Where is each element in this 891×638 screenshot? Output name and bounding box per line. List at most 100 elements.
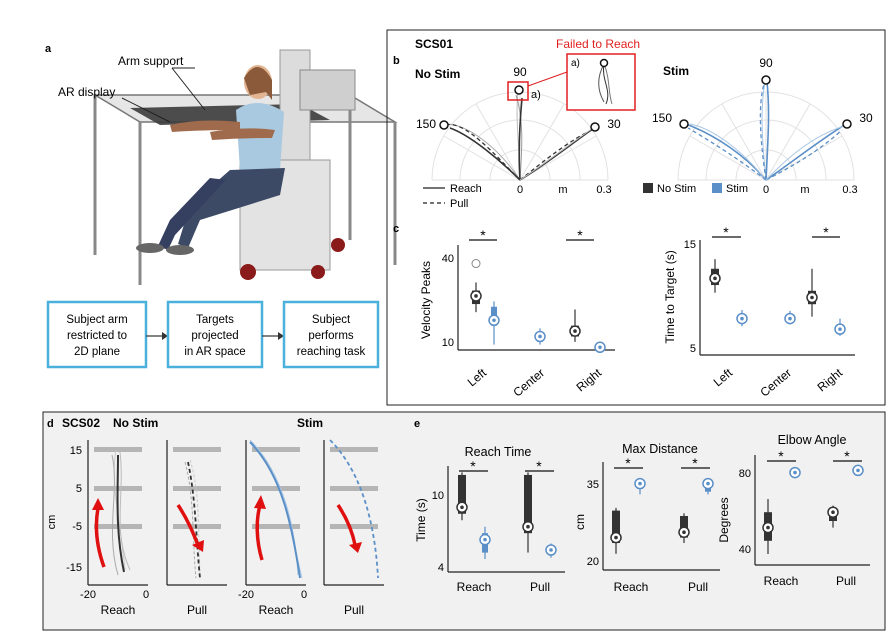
time-xtick-right: Right bbox=[815, 365, 846, 394]
subject-scs01: SCS01 bbox=[415, 37, 453, 51]
median-dot-e-max-distance-stim-1 bbox=[706, 481, 710, 486]
panel-label-d: d bbox=[47, 418, 54, 430]
elbow-angle-sig-reach-star: * bbox=[778, 448, 784, 464]
failed-reach-traces bbox=[598, 58, 613, 105]
flow-box-1-line-1: Subject arm bbox=[66, 314, 127, 326]
time-sig-right-star: * bbox=[823, 224, 829, 240]
time-ytick-5: 5 bbox=[690, 343, 696, 355]
median-dot-e-elbow-angle-nostim-1 bbox=[831, 510, 835, 514]
failed-to-reach-label: Failed to Reach bbox=[556, 37, 640, 51]
max-distance-ytick-35: 35 bbox=[587, 479, 599, 491]
elbow-angle-title: Elbow Angle bbox=[778, 433, 847, 447]
legend-nostim-swatch bbox=[643, 183, 653, 193]
angle-30-nostim: 30 bbox=[607, 117, 621, 131]
velocity-xtick-center: Center bbox=[510, 366, 547, 400]
velocity-ylabel: Velocity Peaks bbox=[419, 261, 433, 339]
flow-box-1-line-3: 2D plane bbox=[74, 346, 120, 358]
flow-box-2 bbox=[166, 300, 264, 369]
reach-time-box-plot bbox=[456, 472, 557, 560]
legend-pull-label: Pull bbox=[450, 198, 468, 210]
outlier-c-velocity-nostim-0 bbox=[471, 259, 481, 269]
velocity-ytick-40: 40 bbox=[442, 253, 454, 265]
max-distance-xtick-reach: Reach bbox=[614, 580, 649, 594]
pull-direction-arrow-stim bbox=[336, 504, 357, 546]
arm-support-callout: Arm support bbox=[118, 54, 184, 68]
trajectory-1-xtick-right: 0 bbox=[143, 589, 149, 601]
legend-nostim-label: No Stim bbox=[657, 183, 696, 195]
reach-time-ytick-4: 4 bbox=[438, 562, 444, 574]
median-dot-e-reach-time-nostim-0 bbox=[460, 505, 464, 510]
flow-box-2-line-1: Targets bbox=[196, 314, 234, 326]
reach-time-sig-pull-star: * bbox=[536, 458, 542, 474]
arm-support-leader bbox=[171, 67, 206, 111]
velocity-ytick-10: 10 bbox=[442, 337, 454, 349]
reach-time-ytick-10: 10 bbox=[432, 490, 444, 502]
max-distance-sig-pull-star: * bbox=[692, 455, 698, 471]
radial-unit-nostim: m bbox=[558, 184, 567, 196]
median-dot-c-velocity-stim-0 bbox=[492, 318, 496, 323]
median-dot-e-elbow-angle-stim-0 bbox=[793, 470, 797, 475]
median-dot-c-velocity-stim-2 bbox=[598, 345, 602, 350]
polar-plot-nostim: a) bbox=[431, 81, 609, 181]
trajectory-3-xtick-left: -20 bbox=[238, 589, 254, 601]
flow-box-3 bbox=[282, 300, 380, 369]
velocity-sig-right-star: * bbox=[577, 227, 583, 243]
legend-stim-label: Stim bbox=[726, 183, 748, 195]
median-dot-e-max-distance-stim-0 bbox=[638, 481, 642, 486]
legend-stim-swatch bbox=[712, 183, 722, 193]
trajectory-ytick-minus15: -15 bbox=[66, 562, 82, 574]
angle-90-nostim: 90 bbox=[513, 65, 527, 79]
polar-title-nostim: No Stim bbox=[415, 67, 460, 81]
ar-display-leader bbox=[121, 97, 171, 123]
trajectory-2-xlabel: Pull bbox=[187, 603, 207, 617]
median-dot-e-elbow-angle-stim-1 bbox=[856, 468, 860, 473]
max-distance-ytick-20: 20 bbox=[587, 556, 599, 568]
target-90-nostim bbox=[514, 85, 524, 95]
elbow-angle-sig-pull-star: * bbox=[844, 448, 850, 464]
trajectory-3-xlabel: Reach bbox=[259, 603, 294, 617]
angle-150-stim: 150 bbox=[652, 111, 672, 125]
max-distance-ylabel: cm bbox=[573, 514, 587, 530]
trajectory-1-xlabel: Reach bbox=[101, 603, 136, 617]
time-ytick-15: 15 bbox=[684, 239, 696, 251]
panel-label-e: e bbox=[414, 418, 420, 430]
time-xtick-center: Center bbox=[757, 366, 794, 400]
time-sig-left-star: * bbox=[723, 224, 729, 240]
inset-label: a) bbox=[571, 58, 580, 69]
elbow-angle-xtick-pull: Pull bbox=[836, 574, 856, 588]
reach-direction-arrow-nostim bbox=[94, 507, 106, 568]
velocity-xtick-left: Left bbox=[465, 365, 490, 389]
panel-bc-frame bbox=[386, 29, 886, 406]
flow-box-3-line-3: reaching task bbox=[297, 346, 366, 358]
polar-plot-stim bbox=[677, 75, 855, 181]
panel-label-c: c bbox=[393, 223, 399, 235]
trajectory-title-nostim: No Stim bbox=[113, 416, 158, 430]
panel-label-a: a bbox=[45, 43, 52, 55]
trajectory-3-xtick-right: 0 bbox=[301, 589, 307, 601]
reach-time-title: Reach Time bbox=[465, 445, 532, 459]
reach-time-sig-reach-star: * bbox=[470, 458, 476, 474]
elbow-angle-ytick-40: 40 bbox=[739, 544, 751, 556]
reach-direction-arrow-stim bbox=[255, 504, 264, 561]
median-dot-c-velocity-nostim-0 bbox=[474, 294, 478, 298]
failed-reach-marker bbox=[507, 81, 529, 101]
reach-time-xtick-pull: Pull bbox=[530, 580, 550, 594]
elbow-angle-ytick-80: 80 bbox=[739, 468, 751, 480]
median-dot-c-velocity-nostim-2 bbox=[573, 329, 577, 333]
median-dot-e-reach-time-stim-1 bbox=[549, 548, 553, 552]
reach-time-ylabel: Time (s) bbox=[414, 498, 428, 542]
max-distance-sig-reach-star: * bbox=[625, 455, 631, 471]
median-dot-c-time-stim-0 bbox=[740, 316, 744, 321]
radial-tick-zero-nostim: 0 bbox=[517, 184, 523, 196]
target-30-nostim bbox=[590, 122, 600, 132]
median-dot-e-max-distance-nostim-0 bbox=[614, 535, 618, 540]
median-dot-c-time-nostim-0 bbox=[713, 276, 717, 281]
radial-tick-max-nostim: 0.3 bbox=[596, 184, 611, 196]
flow-box-3-line-1: Subject bbox=[312, 314, 351, 326]
elbow-angle-xtick-reach: Reach bbox=[764, 574, 799, 588]
time-xtick-left: Left bbox=[711, 365, 736, 389]
box-e-reach-time-nostim-0 bbox=[458, 474, 466, 514]
trajectory-ytick-minus5: -5 bbox=[72, 521, 82, 533]
trajectory-ytick-15: 15 bbox=[70, 445, 82, 457]
angle-150-nostim: 150 bbox=[416, 117, 436, 131]
